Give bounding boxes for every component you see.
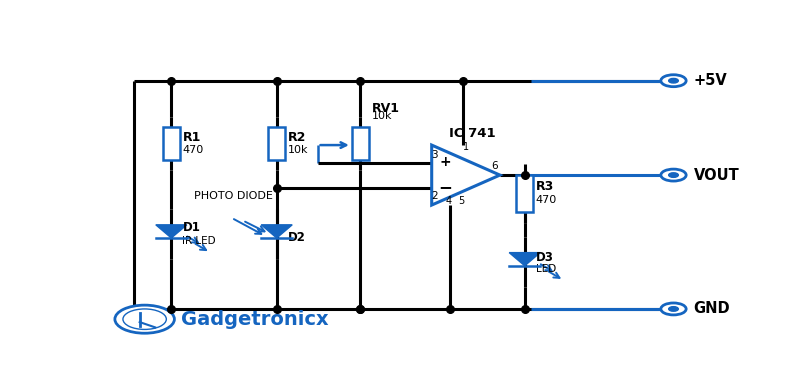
Polygon shape [156, 225, 187, 238]
Polygon shape [432, 145, 500, 205]
Text: +5V: +5V [694, 73, 727, 88]
Text: R2: R2 [288, 131, 306, 144]
Circle shape [661, 75, 686, 87]
Text: 2: 2 [431, 191, 438, 201]
Text: 6: 6 [492, 161, 498, 171]
Text: 10k: 10k [288, 145, 308, 155]
Text: R3: R3 [536, 180, 554, 193]
Text: 5: 5 [458, 196, 465, 206]
Text: R1: R1 [182, 131, 201, 144]
Text: +: + [439, 155, 451, 169]
Circle shape [661, 303, 686, 315]
Text: 470: 470 [536, 195, 557, 205]
Bar [268, 127, 286, 160]
Text: GND: GND [694, 301, 730, 317]
Text: −: − [438, 179, 452, 196]
Text: 4: 4 [446, 196, 452, 206]
Text: D3: D3 [536, 251, 554, 264]
Bar [352, 127, 369, 160]
Circle shape [669, 307, 678, 311]
Polygon shape [510, 253, 540, 266]
Bar [162, 127, 180, 160]
Text: D2: D2 [288, 231, 306, 244]
Circle shape [661, 169, 686, 181]
Circle shape [115, 305, 174, 333]
Text: LED: LED [536, 264, 556, 274]
Text: RV1: RV1 [371, 102, 399, 115]
Text: Gadgetronicx: Gadgetronicx [181, 310, 328, 329]
Text: 10k: 10k [371, 111, 392, 121]
Text: PHOTO DIODE: PHOTO DIODE [194, 191, 273, 201]
Circle shape [669, 78, 678, 83]
Text: 1: 1 [462, 141, 469, 152]
Polygon shape [261, 225, 292, 238]
Circle shape [669, 173, 678, 177]
Text: IC 741: IC 741 [449, 127, 495, 141]
Text: VOUT: VOUT [694, 168, 739, 182]
Text: 3: 3 [431, 150, 438, 160]
Bar [516, 175, 534, 212]
Text: 470: 470 [182, 145, 204, 155]
Text: D1: D1 [182, 222, 200, 234]
Text: IR LED: IR LED [182, 236, 216, 246]
